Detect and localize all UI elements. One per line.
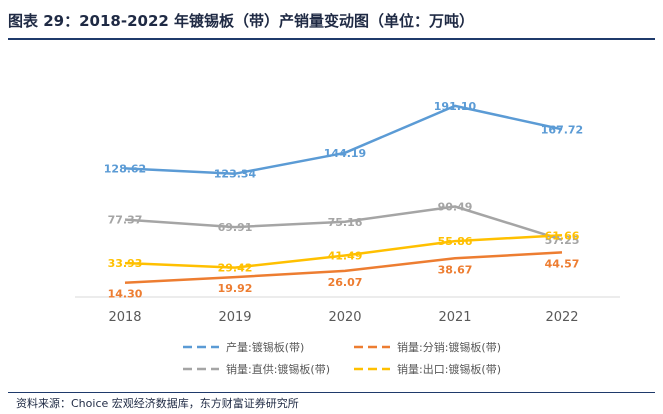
x-tick-label-2019: 2019 (218, 310, 251, 325)
x-tick-label-2020: 2020 (328, 310, 361, 325)
series-line-3 (124, 234, 563, 269)
legend-label-1: 销量:分销:镀锡板(带) (397, 340, 501, 354)
data-label-0-2021: 191.10 (434, 100, 477, 113)
series-line-0 (124, 104, 563, 175)
series-line-1 (124, 251, 563, 284)
legend-label-2: 销量:直供:镀锡板(带) (226, 362, 330, 376)
source-note: 资料来源：Choice 宏观经济数据库，东方财富证券研究所 (16, 397, 299, 410)
data-label-2-2022: 57.25 (545, 234, 580, 247)
line-chart: 128.62 123.34 144.19 191.10 167.72 14.30 19.92… (75, 100, 620, 376)
data-label-0-2019: 123.34 (214, 168, 257, 181)
data-label-3-2018: 33.93 (108, 257, 143, 270)
series-line-2 (124, 205, 563, 241)
source-rule (8, 392, 655, 393)
data-label-3-2019: 29.42 (218, 262, 253, 275)
data-label-2-2019: 69.91 (218, 221, 253, 234)
x-tick-label-2018: 2018 (108, 310, 141, 325)
legend-label-3: 销量:出口:镀锡板(带) (397, 362, 501, 376)
data-label-2-2018: 77.37 (108, 214, 143, 227)
data-label-3-2020: 41.49 (328, 250, 363, 263)
data-label-0-2020: 144.19 (324, 147, 366, 160)
data-label-3-2021: 55.86 (438, 235, 473, 248)
x-tick-label-2021: 2021 (438, 310, 471, 325)
data-label-1-2022: 44.57 (545, 257, 580, 270)
data-label-0-2018: 128.62 (104, 162, 146, 175)
legend-label-0: 产量:镀锡板(带) (226, 340, 304, 354)
data-label-3-2022: 61.66 (545, 229, 580, 242)
data-label-1-2020: 26.07 (328, 276, 363, 289)
data-label-1-2021: 38.67 (438, 263, 473, 276)
title-rule (8, 38, 655, 40)
data-label-0-2022: 167.72 (541, 123, 583, 136)
data-label-2-2021: 90.49 (438, 201, 473, 214)
data-label-1-2019: 19.92 (218, 282, 253, 295)
x-tick-label-2022: 2022 (545, 310, 578, 325)
data-label-2-2020: 75.16 (328, 216, 363, 229)
figure-title: 图表 29：2018-2022 年镀锡板（带）产销量变动图（单位：万吨） (8, 12, 475, 30)
data-label-1-2018: 14.30 (108, 288, 143, 301)
